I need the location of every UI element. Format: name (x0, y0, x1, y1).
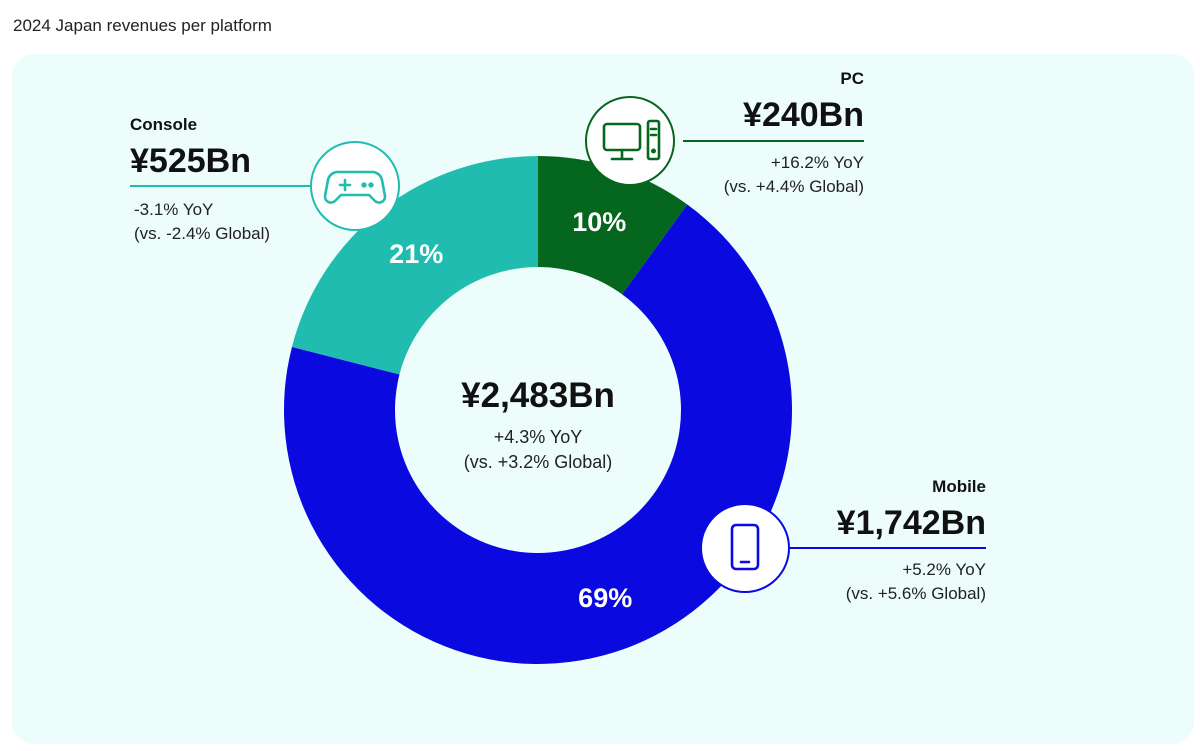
donut-slice-pc (538, 156, 688, 295)
center-total-yoy: +4.3% YoY (494, 427, 583, 447)
console-yoy: -3.1% YoY (134, 200, 213, 219)
slice-label-pc: 10% (572, 207, 626, 237)
mobile-global: (vs. +5.6% Global) (846, 584, 986, 603)
callout-mobile: Mobile ¥1,742Bn +5.2% YoY (vs. +5.6% Glo… (700, 477, 986, 603)
gamepad-icon (323, 170, 387, 204)
callout-badge-console (310, 141, 400, 231)
console-global: (vs. -2.4% Global) (134, 224, 270, 243)
donut-slice-console (291, 156, 538, 375)
pc-label: PC (840, 69, 864, 88)
mobile-yoy: +5.2% YoY (902, 560, 986, 579)
desktop-computer-icon (602, 119, 661, 161)
callout-pc: PC ¥240Bn +16.2% YoY (vs. +4.4% Global) (585, 69, 864, 196)
callout-console: Console ¥525Bn -3.1% YoY (vs. -2.4% Glob… (130, 115, 400, 243)
console-value: ¥525Bn (130, 142, 251, 180)
pc-value: ¥240Bn (743, 96, 864, 134)
donut-slice-mobile (284, 204, 792, 664)
mobile-label: Mobile (932, 477, 986, 496)
slice-label-console: 21% (389, 239, 443, 269)
slice-label-mobile: 69% (578, 583, 632, 613)
console-label: Console (130, 115, 197, 134)
page-title: 2024 Japan revenues per platform (13, 16, 272, 35)
mobile-value: ¥1,742Bn (837, 504, 986, 542)
center-total-global: (vs. +3.2% Global) (464, 452, 613, 472)
pc-global: (vs. +4.4% Global) (724, 177, 864, 196)
donut-slices (284, 156, 792, 664)
callout-badge-mobile (700, 503, 790, 593)
center-total-value: ¥2,483Bn (461, 376, 615, 415)
callout-badge-pc (585, 96, 675, 186)
mobile-phone-icon (730, 523, 760, 571)
pc-yoy: +16.2% YoY (771, 153, 864, 172)
